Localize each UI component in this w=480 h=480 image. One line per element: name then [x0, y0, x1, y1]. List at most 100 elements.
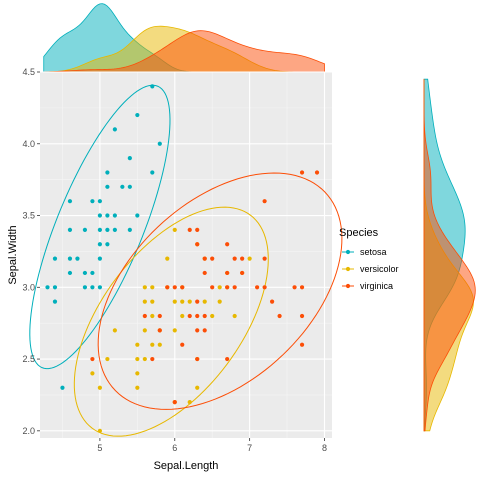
point-versicolor [142, 285, 147, 290]
point-versicolor [187, 299, 192, 304]
point-virginica [172, 400, 177, 405]
point-versicolor [112, 328, 117, 333]
point-versicolor [157, 342, 162, 347]
point-virginica [157, 313, 162, 319]
point-versicolor [165, 256, 170, 261]
y-tick-label: 3.0 [22, 282, 35, 292]
point-versicolor [135, 371, 140, 376]
point-versicolor [150, 285, 155, 290]
point-virginica [195, 356, 200, 362]
plot-panel [40, 72, 332, 438]
point-versicolor [142, 328, 147, 333]
x-axis-ticks: 5 6 7 8 [97, 438, 327, 453]
point-setosa [90, 285, 95, 290]
y-axis-ticks: 2.0 2.5 3.0 3.5 4.0 4.5 [22, 67, 40, 436]
point-versicolor [172, 299, 177, 304]
y-tick-label: 4.5 [22, 67, 35, 77]
y-tick-label: 4.0 [22, 139, 35, 149]
point-virginica [299, 170, 305, 175]
point-setosa [45, 285, 50, 290]
point-versicolor [135, 385, 140, 390]
point-virginica [195, 242, 200, 247]
point-setosa [105, 184, 110, 189]
point-setosa [60, 385, 65, 390]
point-versicolor [150, 342, 155, 347]
ellipse-versicolor [73, 206, 269, 437]
point-virginica [240, 256, 245, 261]
point-virginica [195, 299, 200, 304]
point-setosa [127, 156, 132, 161]
point-setosa [52, 299, 58, 304]
y-axis-title: Sepal.Width [7, 225, 19, 284]
point-versicolor [202, 299, 207, 304]
ellipse-virginica [97, 172, 343, 410]
point-virginica [202, 256, 207, 261]
legend-key-point [345, 249, 351, 255]
legend-item-versicolor: versicolor [342, 264, 399, 274]
point-setosa [127, 184, 132, 189]
point-setosa [67, 199, 73, 204]
point-versicolor [210, 313, 215, 319]
point-setosa [90, 199, 95, 204]
top-marginal-density [43, 3, 325, 73]
point-setosa [82, 227, 88, 232]
point-setosa [67, 227, 73, 232]
point-virginica [195, 227, 200, 232]
point-setosa [82, 270, 88, 276]
point-virginica [172, 285, 177, 290]
point-setosa [135, 112, 140, 118]
point-setosa [52, 285, 58, 290]
point-versicolor [217, 299, 222, 304]
point-setosa [67, 270, 73, 276]
point-virginica [314, 170, 320, 175]
point-virginica [195, 313, 200, 319]
point-virginica [262, 285, 267, 290]
point-versicolor [195, 385, 200, 390]
point-versicolor [150, 313, 155, 319]
point-setosa [112, 213, 117, 218]
point-virginica [225, 356, 230, 362]
legend-key-point [345, 266, 351, 272]
point-setosa [112, 227, 117, 232]
point-virginica [232, 285, 237, 290]
x-tick-label: 7 [247, 443, 252, 453]
point-setosa [97, 213, 102, 218]
legend-title: Species [339, 227, 379, 239]
point-versicolor [150, 299, 155, 304]
point-setosa [97, 227, 102, 232]
point-setosa [105, 227, 110, 232]
point-setosa [75, 256, 80, 261]
right-density-virginica [423, 79, 476, 432]
point-setosa [105, 213, 110, 218]
point-versicolor [135, 356, 140, 362]
point-virginica [202, 328, 207, 333]
point-virginica [255, 285, 260, 290]
point-versicolor [172, 227, 177, 232]
point-setosa [135, 213, 140, 218]
point-virginica [180, 285, 185, 290]
point-setosa [97, 242, 102, 247]
point-virginica [142, 313, 147, 319]
right-marginal-density [423, 78, 476, 432]
x-tick-label: 5 [97, 443, 102, 453]
legend-item-virginica: virginica [342, 281, 393, 291]
point-virginica [150, 356, 155, 362]
point-versicolor [172, 328, 177, 333]
top-density-virginica [43, 30, 325, 73]
point-versicolor [97, 428, 102, 433]
x-tick-label: 6 [172, 443, 177, 453]
point-setosa [150, 170, 155, 175]
y-tick-label: 2.0 [22, 426, 35, 436]
point-setosa [105, 242, 110, 247]
legend-label: versicolor [360, 264, 399, 274]
point-virginica [210, 285, 215, 290]
point-virginica [225, 242, 230, 247]
ellipse-setosa [29, 84, 171, 370]
point-setosa [97, 285, 102, 290]
point-virginica [270, 299, 275, 304]
point-versicolor [105, 356, 110, 362]
y-tick-label: 2.5 [22, 354, 35, 364]
point-setosa [90, 270, 95, 276]
point-setosa [120, 184, 125, 189]
